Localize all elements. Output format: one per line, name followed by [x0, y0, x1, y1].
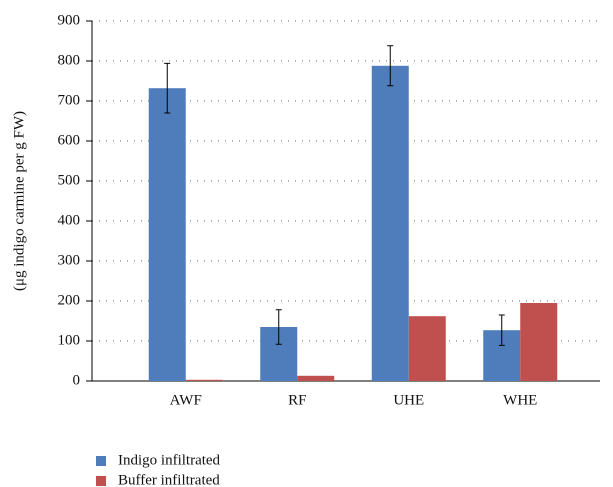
bar — [297, 375, 335, 381]
error-bar — [164, 62, 171, 114]
y-tick-label: 0 — [73, 372, 81, 388]
y-tick-label: 600 — [58, 132, 81, 148]
bar — [185, 379, 223, 381]
x-tick-label: UHE — [393, 392, 424, 408]
error-bar — [275, 309, 282, 345]
legend-swatch — [96, 476, 106, 486]
y-tick-label: 800 — [58, 52, 81, 68]
bar — [520, 303, 558, 381]
error-bar — [498, 314, 505, 346]
y-axis-label: (μg indigo carmine per g FW) — [11, 111, 27, 291]
x-tick-label: WHE — [503, 392, 537, 408]
x-tick-label: AWF — [170, 392, 202, 408]
bar — [371, 65, 409, 382]
bar — [148, 88, 186, 381]
legend-label: Indigo infiltrated — [118, 452, 221, 468]
y-tick-label: 100 — [58, 332, 81, 348]
y-tick-label: 900 — [58, 12, 81, 28]
error-bar — [387, 45, 394, 87]
y-tick-label: 300 — [58, 252, 81, 268]
y-tick-label: 400 — [58, 212, 81, 228]
legend-swatch — [96, 456, 106, 466]
y-tick-label: 200 — [58, 292, 81, 308]
x-tick-label: RF — [288, 392, 306, 408]
y-tick-label: 700 — [58, 92, 81, 108]
y-tick-label: 500 — [58, 172, 81, 188]
legend-label: Buffer infiltrated — [118, 472, 220, 487]
bar — [408, 316, 446, 381]
